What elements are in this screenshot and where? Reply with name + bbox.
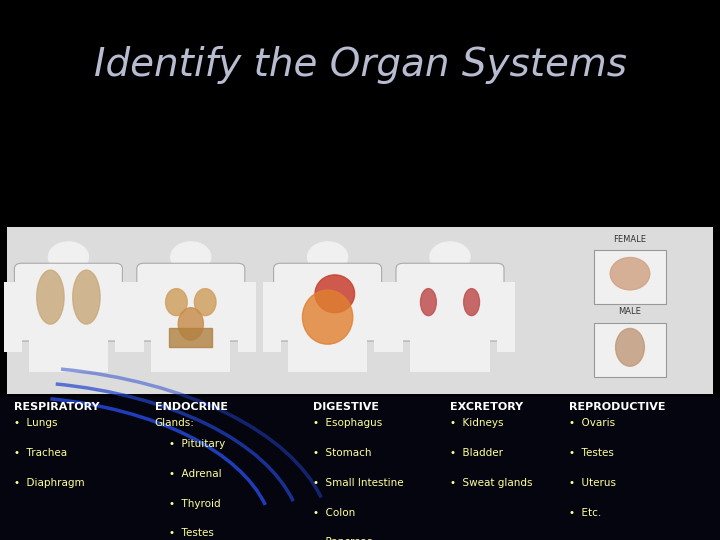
Text: •  Diaphragm: • Diaphragm — [14, 478, 85, 488]
Bar — [62, 257, 75, 272]
Text: •  Pancreas: • Pancreas — [313, 537, 372, 540]
Bar — [4, 282, 22, 352]
Ellipse shape — [73, 270, 100, 324]
Ellipse shape — [420, 288, 436, 315]
Text: •  Adrenal: • Adrenal — [169, 469, 222, 479]
Text: •  Thyroid: • Thyroid — [169, 499, 221, 509]
Ellipse shape — [616, 328, 644, 366]
Ellipse shape — [179, 308, 204, 340]
Bar — [169, 328, 212, 347]
FancyBboxPatch shape — [396, 263, 504, 341]
Circle shape — [48, 242, 89, 272]
Ellipse shape — [464, 288, 480, 315]
Bar — [115, 282, 133, 352]
Bar — [385, 282, 403, 352]
Ellipse shape — [315, 275, 355, 313]
Text: •  Bladder: • Bladder — [450, 448, 503, 458]
Bar — [594, 323, 666, 377]
Text: DIGESTIVE: DIGESTIVE — [313, 402, 379, 413]
Text: •  Esophagus: • Esophagus — [313, 418, 382, 429]
Circle shape — [430, 242, 470, 272]
Ellipse shape — [611, 258, 649, 290]
Text: •  Uterus: • Uterus — [569, 478, 616, 488]
Circle shape — [171, 242, 211, 272]
Text: •  Colon: • Colon — [313, 508, 356, 518]
Text: •  Ovaris: • Ovaris — [569, 418, 615, 429]
Text: •  Etc.: • Etc. — [569, 508, 601, 518]
Text: EXCRETORY: EXCRETORY — [450, 402, 523, 413]
Text: •  Lungs: • Lungs — [14, 418, 58, 429]
Bar — [126, 282, 144, 352]
Text: Glands:: Glands: — [155, 418, 194, 429]
Text: •  Trachea: • Trachea — [14, 448, 68, 458]
Bar — [410, 332, 490, 373]
Bar — [151, 332, 230, 373]
Bar — [0, 397, 720, 540]
Text: •  Small Intestine: • Small Intestine — [313, 478, 404, 488]
Ellipse shape — [166, 288, 187, 315]
Text: •  Testes: • Testes — [169, 528, 214, 538]
Ellipse shape — [302, 290, 353, 344]
Bar — [7, 227, 713, 394]
Text: •  Sweat glands: • Sweat glands — [450, 478, 533, 488]
Text: RESPIRATORY: RESPIRATORY — [14, 402, 100, 413]
Ellipse shape — [37, 270, 64, 324]
Text: FEMALE: FEMALE — [613, 235, 647, 244]
Bar — [184, 257, 197, 272]
Bar — [321, 257, 334, 272]
Text: •  Testes: • Testes — [569, 448, 613, 458]
Text: Identify the Organ Systems: Identify the Organ Systems — [94, 46, 626, 84]
Bar — [288, 332, 367, 373]
Ellipse shape — [194, 288, 216, 315]
Text: •  Stomach: • Stomach — [313, 448, 372, 458]
Bar — [238, 282, 256, 352]
FancyBboxPatch shape — [137, 263, 245, 341]
Circle shape — [307, 242, 348, 272]
Text: REPRODUCTIVE: REPRODUCTIVE — [569, 402, 665, 413]
Text: MALE: MALE — [618, 307, 642, 316]
Bar — [444, 257, 456, 272]
FancyBboxPatch shape — [14, 263, 122, 341]
Text: •  Kidneys: • Kidneys — [450, 418, 503, 429]
Bar — [374, 282, 392, 352]
Text: •  Pituitary: • Pituitary — [169, 440, 225, 449]
Bar — [497, 282, 515, 352]
Text: ENDOCRINE: ENDOCRINE — [155, 402, 228, 413]
Bar — [29, 332, 108, 373]
Bar — [263, 282, 281, 352]
Bar — [594, 249, 666, 304]
FancyBboxPatch shape — [274, 263, 382, 341]
